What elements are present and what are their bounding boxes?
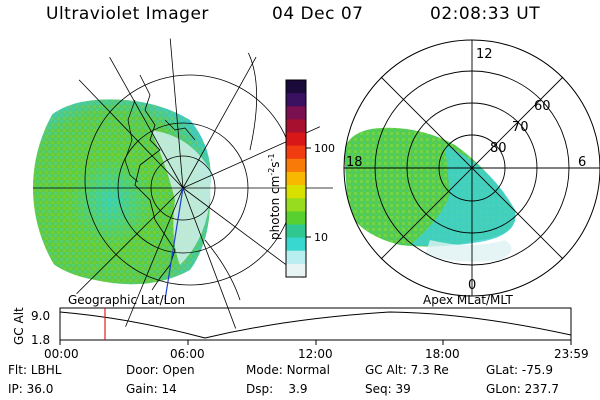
glat-value: -75.9 xyxy=(521,363,553,377)
colorbar-band xyxy=(286,93,306,107)
door-value: Open xyxy=(162,363,195,377)
gain-value: 14 xyxy=(161,382,177,396)
altitude-ylabel: GC Alt xyxy=(12,307,26,345)
colorbar-band xyxy=(286,132,306,147)
glat-info: GLat: -75.9 xyxy=(486,363,553,377)
colorbar-band xyxy=(286,158,306,173)
mlt-label-18: 18 xyxy=(346,155,363,170)
mlat-label-60: 60 xyxy=(534,99,551,114)
time-tick-1200: 12:00 xyxy=(298,347,333,361)
dsp-value: 3.9 xyxy=(288,382,308,396)
mlt-label-6: 6 xyxy=(578,155,586,170)
time-tick-0000: 00:00 xyxy=(44,347,79,361)
seq-value: 39 xyxy=(395,382,411,396)
colorbar-band xyxy=(286,263,306,278)
glon-info: GLon: 237.7 xyxy=(486,382,559,396)
observation-time: 02:08:33 UT xyxy=(430,4,541,24)
right-panel-title: Apex MLat/MLT xyxy=(423,293,513,307)
mlat-label-70: 70 xyxy=(512,120,529,135)
mlt-label-0: 0 xyxy=(468,278,476,293)
seq-info: Seq: 39 xyxy=(365,382,411,396)
time-tick-1800: 18:00 xyxy=(425,347,460,361)
colorbar-band xyxy=(286,145,306,160)
altitude-curve xyxy=(59,311,572,339)
filter-value: LBHL xyxy=(30,363,62,377)
dsp-info: Dsp: 3.9 xyxy=(246,382,308,396)
filter-info: Flt: LBHL xyxy=(8,363,62,377)
colorbar-band xyxy=(286,171,306,186)
glon-value: 237.7 xyxy=(524,382,559,396)
gc-alt-value: 7.3 Re xyxy=(410,363,449,377)
door-info: Door: Open xyxy=(126,363,195,377)
colorbar-band xyxy=(286,119,306,134)
ip-value: 36.0 xyxy=(26,382,54,396)
mlt-label-12: 12 xyxy=(476,47,493,62)
altitude-ytick-top: 9.0 xyxy=(31,309,50,323)
mode-value: Normal xyxy=(286,363,330,377)
mlat-label-80: 80 xyxy=(490,141,507,156)
colorbar-tick-100: 100 xyxy=(314,142,335,155)
colorbar-band xyxy=(286,185,306,199)
altitude-ytick-bottom: 1.8 xyxy=(31,333,50,347)
mode-info: Mode: Normal xyxy=(246,363,330,377)
colorbar-label: photon cm-2s-1 xyxy=(267,153,282,240)
colorbar-band xyxy=(286,224,306,239)
colorbar-band xyxy=(286,106,306,120)
colorbar-band xyxy=(286,237,306,252)
time-tick-2359: 23:59 xyxy=(554,347,589,361)
instrument-title: Ultraviolet Imager xyxy=(46,4,209,24)
colorbar-gradient xyxy=(286,80,306,278)
left-panel-title: Geographic Lat/Lon xyxy=(68,293,186,307)
ip-info: IP: 36.0 xyxy=(8,382,54,396)
colorbar-band xyxy=(286,250,306,265)
colorbar-band xyxy=(286,198,306,212)
colorbar-band xyxy=(286,211,306,225)
time-tick-0600: 06:00 xyxy=(170,347,205,361)
colorbar-band xyxy=(286,80,306,94)
gain-info: Gain: 14 xyxy=(126,382,177,396)
gc-alt-info: GC Alt: 7.3 Re xyxy=(365,363,449,377)
observation-date: 04 Dec 07 xyxy=(272,4,364,24)
colorbar-tick-10: 10 xyxy=(314,231,328,244)
